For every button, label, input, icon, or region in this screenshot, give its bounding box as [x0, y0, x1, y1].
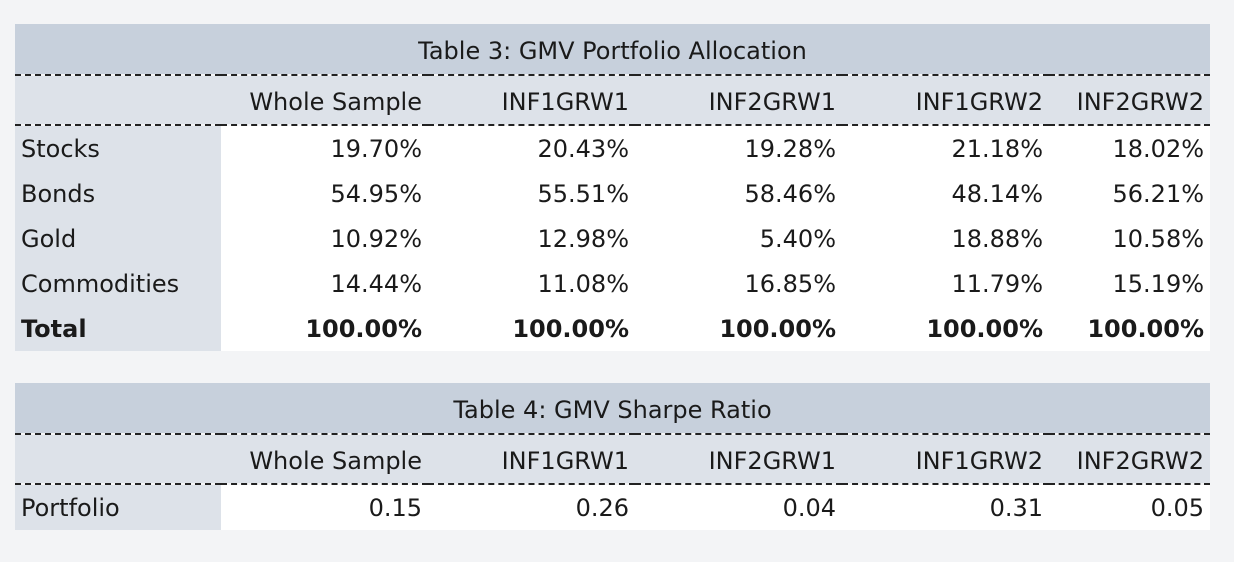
column-header: INF2GRW1: [635, 434, 842, 485]
table-cell: 15.19%: [1049, 261, 1211, 306]
table-cell: 11.79%: [842, 261, 1049, 306]
table-title: Table 4: GMV Sharpe Ratio: [15, 383, 1211, 435]
table-cell: 0.26: [428, 484, 635, 530]
table-row: Gold 10.92% 12.98% 5.40% 18.88% 10.58%: [15, 216, 1211, 261]
table-title-row: Table 4: GMV Sharpe Ratio: [15, 383, 1211, 435]
table-cell: 5.40%: [635, 216, 842, 261]
row-label: Commodities: [15, 261, 221, 306]
table-cell: 10.58%: [1049, 216, 1211, 261]
row-label: Stocks: [15, 125, 221, 171]
column-header: Whole Sample: [221, 75, 428, 126]
table-cell: 19.70%: [221, 125, 428, 171]
table-cell: 100.00%: [635, 306, 842, 351]
column-header: INF2GRW2: [1049, 434, 1211, 485]
table-cell: 19.28%: [635, 125, 842, 171]
table-header-row: Whole Sample INF1GRW1 INF2GRW1 INF1GRW2 …: [15, 434, 1211, 485]
corner-cell: [15, 434, 221, 485]
table-cell: 100.00%: [221, 306, 428, 351]
column-header: Whole Sample: [221, 434, 428, 485]
table-header-row: Whole Sample INF1GRW1 INF2GRW1 INF1GRW2 …: [15, 75, 1211, 126]
table-cell: 48.14%: [842, 171, 1049, 216]
column-header: INF1GRW2: [842, 434, 1049, 485]
row-label: Portfolio: [15, 484, 221, 530]
table-cell: 10.92%: [221, 216, 428, 261]
column-header: INF2GRW1: [635, 75, 842, 126]
row-label: Total: [15, 306, 221, 351]
table-total-row: Total 100.00% 100.00% 100.00% 100.00% 10…: [15, 306, 1211, 351]
table-cell: 58.46%: [635, 171, 842, 216]
table-cell: 56.21%: [1049, 171, 1211, 216]
column-header: INF1GRW2: [842, 75, 1049, 126]
table-cell: 14.44%: [221, 261, 428, 306]
table-cell: 21.18%: [842, 125, 1049, 171]
column-header: INF2GRW2: [1049, 75, 1211, 126]
table-cell: 20.43%: [428, 125, 635, 171]
table-cell: 100.00%: [1049, 306, 1211, 351]
table-cell: 54.95%: [221, 171, 428, 216]
table-cell: 0.15: [221, 484, 428, 530]
row-label: Gold: [15, 216, 221, 261]
table-cell: 18.02%: [1049, 125, 1211, 171]
gmv-portfolio-allocation-table: Table 3: GMV Portfolio Allocation Whole …: [15, 24, 1211, 351]
corner-cell: [15, 75, 221, 126]
table-cell: 16.85%: [635, 261, 842, 306]
table-cell: 18.88%: [842, 216, 1049, 261]
table-cell: 11.08%: [428, 261, 635, 306]
row-label: Bonds: [15, 171, 221, 216]
table-row: Commodities 14.44% 11.08% 16.85% 11.79% …: [15, 261, 1211, 306]
table-title-row: Table 3: GMV Portfolio Allocation: [15, 24, 1211, 76]
table-cell: 0.04: [635, 484, 842, 530]
table-title: Table 3: GMV Portfolio Allocation: [15, 24, 1211, 76]
table-cell: 0.05: [1049, 484, 1211, 530]
table-cell: 100.00%: [428, 306, 635, 351]
table-cell: 100.00%: [842, 306, 1049, 351]
gmv-sharpe-ratio-table: Table 4: GMV Sharpe Ratio Whole Sample I…: [15, 383, 1211, 530]
table-row: Stocks 19.70% 20.43% 19.28% 21.18% 18.02…: [15, 125, 1211, 171]
table-cell: 0.31: [842, 484, 1049, 530]
column-header: INF1GRW1: [428, 75, 635, 126]
column-header: INF1GRW1: [428, 434, 635, 485]
table-cell: 12.98%: [428, 216, 635, 261]
table-cell: 55.51%: [428, 171, 635, 216]
table-row: Bonds 54.95% 55.51% 58.46% 48.14% 56.21%: [15, 171, 1211, 216]
table-row: Portfolio 0.15 0.26 0.04 0.31 0.05: [15, 484, 1211, 530]
